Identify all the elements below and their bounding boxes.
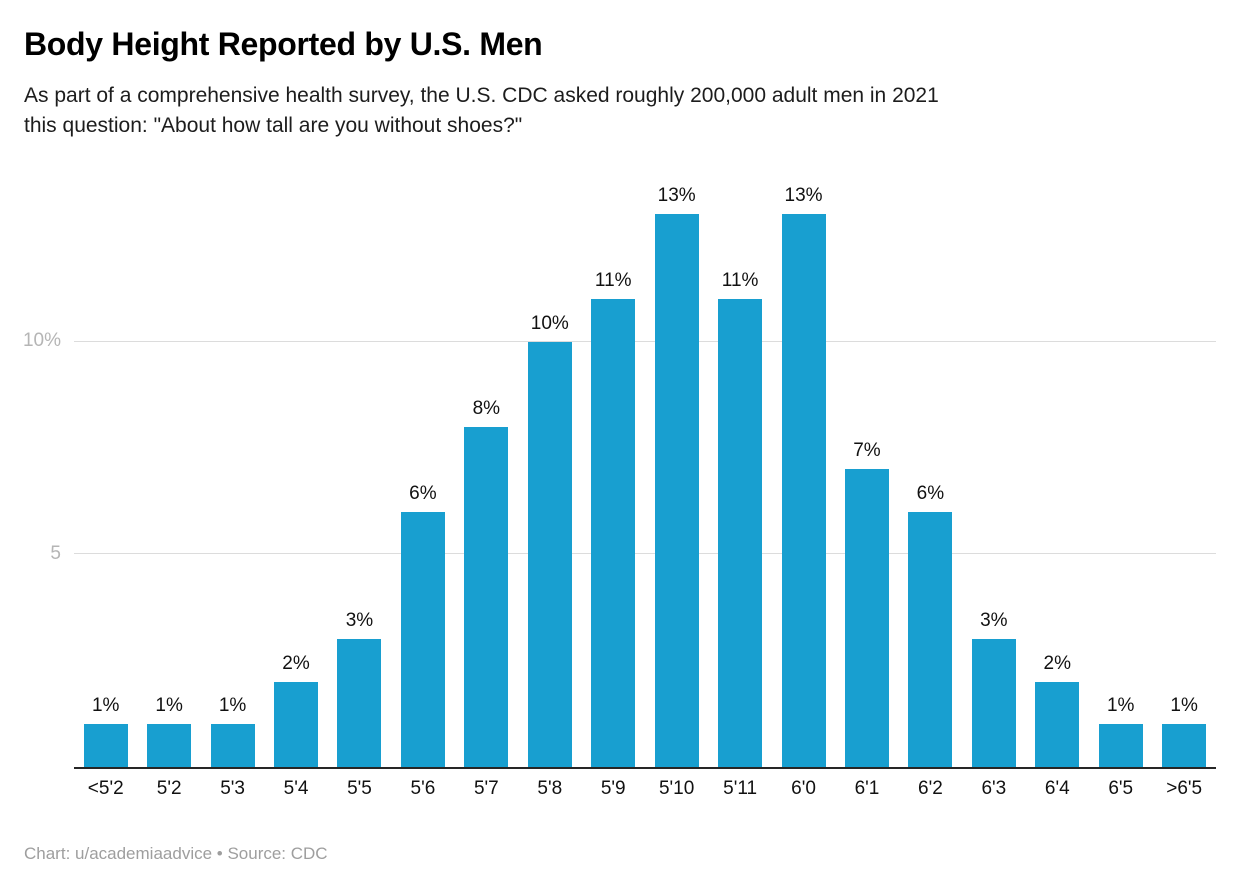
bar-slot: 1% <box>137 695 200 767</box>
bar-slot: 11% <box>582 270 645 767</box>
bar-slot: 1% <box>201 695 264 767</box>
bar-chart: 5 10% 1% 1% 1% 2% 3% 6% 8% 10% 11% 13% 11% 13% 7% 6% 3%… <box>23 185 1216 800</box>
bar <box>1162 724 1207 767</box>
bar <box>654 214 699 767</box>
x-axis-label: 5'4 <box>283 777 309 799</box>
gridlines: 5 10% <box>23 193 1216 767</box>
bar <box>337 639 382 767</box>
bar-value-label: 1% <box>155 695 183 717</box>
x-axis-line <box>74 766 1216 769</box>
x-axis-label: 5'6 <box>410 777 436 799</box>
gridline: 5 <box>50 543 1216 564</box>
x-axis-label: 6'4 <box>1044 777 1070 799</box>
bar <box>591 299 636 767</box>
bar-slot: 13% <box>645 185 708 767</box>
bar <box>1098 724 1143 767</box>
bar <box>210 724 255 767</box>
x-axis-label: 5'5 <box>347 777 372 799</box>
bar-value-label: 11% <box>721 270 759 292</box>
x-axis-label: 5'11 <box>723 777 758 799</box>
plot-area: 5 10% 1% 1% 1% 2% 3% 6% 8% 10% 11% 13% 11% 13% 7% 6% 3%… <box>23 185 1216 767</box>
bar-value-label: 3% <box>980 610 1008 632</box>
bar-value-label: 13% <box>657 185 696 207</box>
bar-value-label: 8% <box>472 397 501 419</box>
bar-slot: 8% <box>455 398 518 767</box>
bar-slot: 6% <box>899 483 962 767</box>
bar-value-label: 6% <box>916 482 945 504</box>
x-axis-label: 5'3 <box>220 777 245 799</box>
x-axis-labels-row: <5'2 5'2 5'3 5'4 5'5 5'6 5'7 5'8 5'9 5'10 5'11 6'0 6… <box>74 778 1216 800</box>
gridline: 10% <box>23 330 1216 351</box>
bar <box>718 299 763 767</box>
x-axis-label: 6'5 <box>1108 777 1134 799</box>
bar <box>83 724 128 767</box>
bar-slot: 1% <box>1152 695 1215 767</box>
x-axis-label: 5'7 <box>473 777 499 799</box>
y-axis-tick-label: 10% <box>22 330 61 352</box>
x-axis-label: <5'2 <box>87 777 124 799</box>
bar-value-label: 6% <box>409 482 437 504</box>
bar-value-label: 1% <box>218 695 247 717</box>
bar <box>274 681 319 767</box>
bar <box>147 724 192 767</box>
y-axis-tick-label: 5 <box>50 542 61 564</box>
bar-slot: 2% <box>1026 653 1089 767</box>
bar-slot: 1% <box>74 695 137 767</box>
bar <box>527 341 572 767</box>
x-axis-label: 5'2 <box>156 777 182 799</box>
bar-value-label: 7% <box>853 440 881 462</box>
chart-title: Body Height Reported by U.S. Men <box>24 26 543 62</box>
bar <box>908 511 953 767</box>
x-axis-label: >6'5 <box>1166 777 1203 799</box>
x-axis-label: 6'1 <box>854 777 880 799</box>
x-axis-label: 5'8 <box>537 777 563 799</box>
bar-slot: 2% <box>264 653 327 767</box>
bar-slot: 3% <box>328 610 391 767</box>
bar-value-label: 3% <box>345 610 374 632</box>
bar-slot: 11% <box>708 270 771 767</box>
bar-value-label: 2% <box>1043 652 1072 674</box>
x-axis-label: 5'10 <box>658 777 695 799</box>
chart-subtitle: As part of a comprehensive health survey… <box>24 83 939 137</box>
x-axis-label: 5'9 <box>600 777 626 799</box>
bar <box>971 639 1016 767</box>
bar-slot: 10% <box>518 313 581 767</box>
bar <box>400 511 445 767</box>
x-axis-label: 6'3 <box>981 777 1007 799</box>
bar-value-label: 10% <box>530 312 569 334</box>
bar <box>781 214 826 767</box>
bar-slot: 13% <box>772 185 835 767</box>
bar-value-label: 1% <box>1170 695 1198 717</box>
bar <box>844 469 889 767</box>
bar-slot: 1% <box>1089 695 1152 767</box>
bar <box>1035 681 1080 767</box>
bar-slot: 7% <box>835 440 898 767</box>
x-axis-label: 6'2 <box>918 777 943 799</box>
bar-value-label: 1% <box>91 695 120 717</box>
bar-value-label: 2% <box>282 652 310 674</box>
bar-slot: 6% <box>391 483 454 767</box>
bar-value-label: 13% <box>784 185 823 207</box>
x-axis-label: 6'0 <box>791 777 816 799</box>
bar <box>464 426 509 767</box>
bar-value-label: 11% <box>594 270 632 292</box>
bar-value-label: 1% <box>1106 695 1135 717</box>
chart-credit: Chart: u/academiaadvice • Source: CDC <box>24 843 328 863</box>
bar-slot: 3% <box>962 610 1025 767</box>
bars-row: 1% 1% 1% 2% 3% 6% 8% 10% 11% 13% 11% 13% 7% 6% 3% 2% 1% 1… <box>74 185 1216 767</box>
